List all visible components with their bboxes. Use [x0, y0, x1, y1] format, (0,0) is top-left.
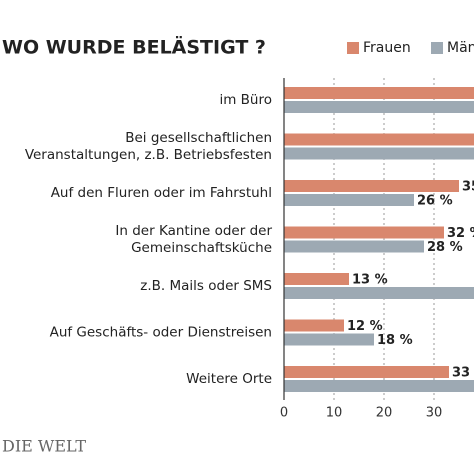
- bar: [284, 240, 424, 253]
- bar: [284, 147, 474, 160]
- bar: [284, 366, 449, 378]
- legend-swatch: [431, 42, 443, 54]
- bar: [284, 333, 374, 346]
- value-label: 28 %: [427, 240, 463, 255]
- category-label: Gemeinschaftsküche: [131, 240, 272, 256]
- x-tick-label: 30: [426, 406, 443, 421]
- bar: [284, 319, 344, 332]
- value-label: 35 %: [462, 180, 474, 195]
- value-label: 33 %: [452, 366, 474, 381]
- category-label: Auf den Fluren oder im Fahrstuhl: [51, 185, 272, 201]
- chart-title: WO WURDE BELÄSTIGT ?: [2, 35, 266, 59]
- category-label: Bei gesellschaftlichen: [125, 130, 272, 146]
- category-label: Auf Geschäfts- oder Dienstreisen: [50, 325, 272, 341]
- value-label: 26 %: [417, 194, 453, 209]
- bar: [284, 87, 474, 99]
- legend-label: Frauen: [363, 40, 411, 56]
- x-tick-label: 20: [376, 406, 393, 421]
- bar: [284, 133, 474, 146]
- category-label: z.B. Mails oder SMS: [140, 278, 272, 294]
- bar: [284, 380, 474, 392]
- source-logo: DIE WELT: [2, 437, 86, 456]
- category-label: Veranstaltungen, z.B. Betriebsfesten: [25, 147, 272, 163]
- bar: [284, 180, 459, 192]
- x-tick-label: 10: [326, 406, 343, 421]
- bar: [284, 287, 474, 299]
- bar: [284, 194, 414, 206]
- value-label: 12 %: [347, 319, 383, 334]
- legend-swatch: [347, 42, 359, 54]
- value-label: 18 %: [377, 333, 413, 348]
- x-tick-label: 0: [280, 406, 288, 421]
- value-label: 32 %: [447, 226, 474, 241]
- bar: [284, 273, 349, 285]
- category-label: im Büro: [219, 92, 272, 108]
- legend-label: Männer: [447, 40, 474, 56]
- value-label: 13 %: [352, 273, 388, 288]
- category-label: In der Kantine oder der: [115, 223, 272, 239]
- category-label: Weitere Orte: [186, 371, 272, 387]
- bar: [284, 226, 444, 239]
- bar: [284, 101, 474, 113]
